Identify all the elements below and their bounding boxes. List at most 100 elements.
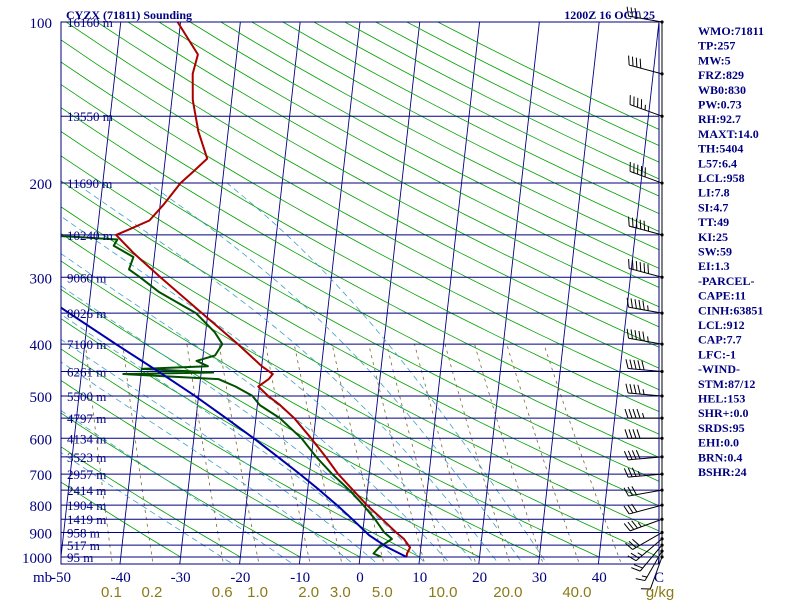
height-label: 9060 m bbox=[67, 270, 106, 285]
stability-index: EI:1.3 bbox=[698, 259, 730, 273]
temperature-tick-label: -10 bbox=[290, 570, 310, 586]
wind-barb-shaft bbox=[628, 15, 663, 23]
wind-barb-half-flag bbox=[637, 522, 642, 528]
wind-barb-flag bbox=[639, 219, 642, 230]
plot-frame bbox=[60, 21, 660, 565]
wind-barb-flag bbox=[627, 504, 634, 514]
stability-index: WMO:71811 bbox=[698, 24, 764, 38]
wind-barb bbox=[626, 328, 664, 346]
stability-index: TH:5404 bbox=[698, 142, 743, 156]
wind-barb-flag bbox=[623, 450, 629, 461]
moist-adiabat-line bbox=[61, 361, 354, 564]
wind-barb-flag bbox=[628, 55, 630, 66]
pressure-unit-label: mb bbox=[33, 570, 52, 586]
wind-barb-flag bbox=[628, 429, 633, 439]
pressure-tick-label: 100 bbox=[30, 16, 53, 32]
pressure-tick-label: 400 bbox=[30, 338, 53, 354]
mixing-ratio-label: 0.6 bbox=[212, 584, 233, 600]
wind-barb-flag bbox=[639, 58, 642, 69]
stability-index: CAPE:11 bbox=[698, 289, 746, 303]
mixing-ratio-label: 3.0 bbox=[330, 584, 351, 600]
wind-barb-flag bbox=[633, 384, 637, 394]
wind-barb-flag bbox=[623, 523, 631, 532]
stability-index: SW:59 bbox=[698, 245, 732, 259]
wind-barb bbox=[628, 216, 664, 237]
isotherm-line bbox=[179, 22, 241, 564]
wind-barb-flag bbox=[631, 467, 637, 477]
stability-index: HEL:153 bbox=[698, 392, 745, 406]
wind-barb-shaft bbox=[635, 538, 663, 562]
mixing-ratio-label: 0.2 bbox=[142, 584, 163, 600]
wind-barb bbox=[628, 258, 664, 279]
sounding-traces bbox=[61, 22, 412, 558]
wind-barb-shaft bbox=[639, 544, 663, 572]
wind-barb-flag bbox=[629, 359, 633, 369]
wind-barb-flag bbox=[630, 7, 633, 17]
wind-barb-shaft bbox=[629, 518, 663, 532]
chart-time: 1200Z 16 OCT 25 bbox=[564, 8, 655, 22]
wind-barb-flag bbox=[624, 429, 629, 439]
height-label: 2957 m bbox=[67, 467, 106, 482]
wind-barb-shaft bbox=[628, 473, 663, 478]
wind-barb-flag bbox=[638, 299, 641, 310]
pressure-tick-label: 300 bbox=[30, 271, 53, 287]
wind-barb-flag bbox=[637, 360, 641, 370]
stability-index: L57:6.4 bbox=[698, 156, 737, 170]
wind-barb-flag bbox=[634, 8, 637, 18]
height-label: 3523 m bbox=[67, 450, 106, 465]
mixing-ratio-label: 2.0 bbox=[298, 584, 319, 600]
stability-index: SRDS:95 bbox=[698, 421, 745, 435]
wind-barb bbox=[629, 95, 664, 118]
mixing-ratio-label: 1.0 bbox=[247, 584, 268, 600]
wind-barb-flag bbox=[626, 6, 630, 17]
isotherm-line bbox=[61, 22, 122, 561]
wind-barb-flag bbox=[642, 331, 645, 342]
wind-barb bbox=[625, 383, 664, 398]
stability-index: CINH:63851 bbox=[698, 303, 763, 317]
pressure-tick-label: 1000 bbox=[22, 551, 52, 567]
stability-index: RH:92.7 bbox=[698, 112, 741, 126]
moist-adiabat-line bbox=[61, 285, 427, 564]
temperature-tick-label: -30 bbox=[171, 570, 191, 586]
mixing-ratio-label: 10.0 bbox=[428, 584, 457, 600]
height-label: 4797 m bbox=[67, 411, 106, 426]
wind-barb-flag bbox=[633, 359, 637, 370]
mixing-ratio-label: 5.0 bbox=[372, 584, 393, 600]
wind-barb-shaft bbox=[644, 550, 663, 581]
wind-barb-shaft bbox=[628, 489, 663, 497]
wind-barb-flag bbox=[635, 218, 638, 229]
moist-adiabat-line bbox=[148, 182, 524, 564]
temperature-trace bbox=[115, 22, 412, 558]
wind-barb-flag bbox=[628, 216, 630, 227]
wind-barb-flag bbox=[629, 383, 633, 394]
wind-barb-half-flag bbox=[639, 12, 641, 19]
wind-barb-flag bbox=[630, 329, 633, 339]
wind-barb-flag bbox=[643, 263, 646, 273]
moist-adiabat-line bbox=[75, 182, 500, 564]
wind-barb bbox=[623, 449, 664, 461]
wind-barb bbox=[626, 6, 664, 24]
mixing-ratio-line bbox=[543, 343, 622, 564]
pressure-tick-label: 200 bbox=[30, 177, 53, 193]
wind-barb-shaft bbox=[628, 368, 663, 372]
height-label: 16160 m bbox=[67, 15, 113, 30]
temperature-tick-label: -50 bbox=[51, 570, 71, 586]
wind-barb-flag bbox=[627, 521, 635, 530]
wind-barb-flag bbox=[630, 552, 640, 559]
isotherm-line bbox=[358, 22, 421, 564]
stability-index: LFC:-1 bbox=[698, 347, 736, 361]
wind-barb-flag bbox=[631, 56, 634, 67]
mixing-ratio-line bbox=[444, 343, 511, 564]
wind-barb-flag bbox=[628, 258, 630, 269]
stability-index: EHI:0.0 bbox=[698, 436, 739, 450]
wind-barb bbox=[626, 297, 664, 315]
wind-barb bbox=[623, 517, 664, 532]
wind-barb-shaft bbox=[628, 392, 663, 397]
wind-barbs bbox=[623, 6, 664, 590]
mixing-ratio-line bbox=[85, 344, 113, 564]
wind-barb-flag bbox=[639, 262, 642, 272]
wind-barb bbox=[628, 55, 664, 76]
wind-barb-flag bbox=[626, 328, 630, 339]
wind-barb-flag bbox=[635, 449, 641, 460]
wind-barb-flag bbox=[631, 450, 637, 460]
